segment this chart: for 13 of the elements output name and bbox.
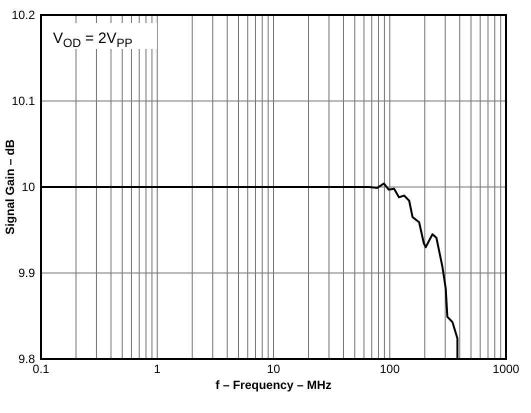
y-axis-title: Signal Gain – dB (3, 138, 17, 235)
y-tick-label: 10.2 (12, 8, 36, 22)
x-tick-label: 1 (154, 362, 161, 376)
x-axis-title: f – Frequency – MHz (215, 378, 332, 392)
x-tick-label: 1000 (492, 362, 520, 376)
x-tick-label: 0.1 (32, 362, 50, 376)
x-tick-label: 100 (380, 362, 400, 376)
y-tick-label: 10.1 (12, 94, 36, 108)
x-tick-label: 10 (266, 362, 280, 376)
y-tick-label: 9.8 (18, 352, 36, 366)
y-tick-label: 10 (22, 180, 36, 194)
y-tick-label: 9.9 (18, 266, 36, 280)
annotation: V$_{OD}$ = 2V$_{PP}$ (53, 30, 132, 50)
